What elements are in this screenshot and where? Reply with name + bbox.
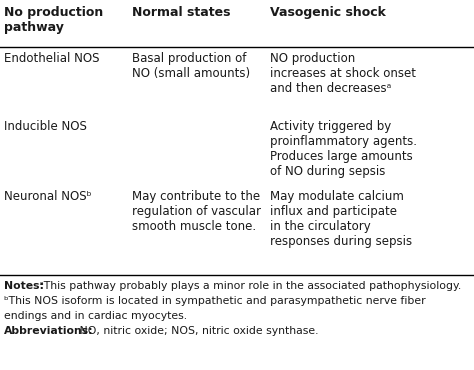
Text: Activity triggered by
proinflammatory agents.
Produces large amounts
of NO durin: Activity triggered by proinflammatory ag… <box>270 120 417 178</box>
Text: May contribute to the
regulation of vascular
smooth muscle tone.: May contribute to the regulation of vasc… <box>132 190 261 233</box>
Text: No production
pathway: No production pathway <box>4 6 103 34</box>
Text: Basal production of
NO (small amounts): Basal production of NO (small amounts) <box>132 52 250 80</box>
Text: endings and in cardiac myocytes.: endings and in cardiac myocytes. <box>4 311 187 321</box>
Text: May modulate calcium
influx and participate
in the circulatory
responses during : May modulate calcium influx and particip… <box>270 190 412 248</box>
Text: Inducible NOS: Inducible NOS <box>4 120 87 133</box>
Text: ᵇThis NOS isoform is located in sympathetic and parasympathetic nerve fiber: ᵇThis NOS isoform is located in sympathe… <box>4 296 426 306</box>
Text: Notes:: Notes: <box>4 281 44 291</box>
Text: ᵃThis pathway probably plays a minor role in the associated pathophysiology.: ᵃThis pathway probably plays a minor rol… <box>36 281 461 291</box>
Text: Normal states: Normal states <box>132 6 230 19</box>
Text: NO production
increases at shock onset
and then decreasesᵃ: NO production increases at shock onset a… <box>270 52 416 95</box>
Text: Endothelial NOS: Endothelial NOS <box>4 52 100 65</box>
Text: Vasogenic shock: Vasogenic shock <box>270 6 386 19</box>
Text: Abbreviations:: Abbreviations: <box>4 326 94 336</box>
Text: NO, nitric oxide; NOS, nitric oxide synthase.: NO, nitric oxide; NOS, nitric oxide synt… <box>76 326 319 336</box>
Text: Neuronal NOSᵇ: Neuronal NOSᵇ <box>4 190 91 203</box>
